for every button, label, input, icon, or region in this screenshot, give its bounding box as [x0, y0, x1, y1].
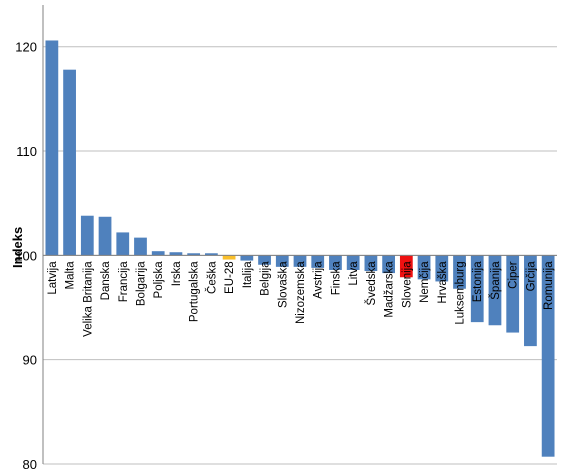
category-label: Hrvaška [437, 261, 449, 304]
category-label: Belgija [260, 261, 272, 296]
bar-latvija [45, 40, 59, 256]
category-label: Romunija [543, 261, 555, 310]
category-label: Litva [348, 261, 360, 286]
category-label: Italija [242, 261, 254, 288]
bar-bolgarija [134, 237, 147, 256]
bar-švedska [364, 255, 378, 272]
y-tick-labels: 80 90 100 110 120 [15, 40, 37, 471]
bar-španija [488, 255, 502, 326]
category-label: Nizozemska [295, 261, 307, 324]
category-label: Danska [100, 261, 112, 301]
bar-nemčija [417, 255, 431, 280]
y-tick-label: 120 [15, 40, 37, 55]
bar-francija [116, 232, 130, 256]
y-axis-title: Indeks [10, 227, 25, 268]
category-label: Malta [65, 261, 77, 290]
bar-avstrija [311, 255, 325, 268]
category-label: Slovaška [277, 261, 289, 308]
bar-češka [204, 253, 218, 256]
category-label: Luksemburg [455, 261, 467, 324]
bar-slovaška [275, 255, 289, 267]
bar-danska [98, 216, 112, 256]
category-label: EU-28 [224, 261, 236, 294]
bars [45, 40, 555, 457]
category-label: Poljska [153, 261, 165, 299]
bar-ciper [506, 255, 520, 333]
category-label: Ciper [508, 261, 520, 289]
bar-poljska [151, 251, 165, 256]
y-tick-label: 80 [23, 457, 37, 471]
bar-luksemburg [453, 255, 466, 289]
category-label: Madžarska [384, 261, 396, 318]
category-label: Bolgarija [135, 261, 147, 306]
category-label: Nemčija [419, 261, 431, 303]
category-label: Velika Britanija [82, 261, 94, 337]
category-label: Češka [205, 261, 218, 294]
bar-slovenija [399, 255, 413, 278]
category-label: Estonija [472, 261, 484, 303]
category-label: Slovenija [401, 261, 413, 308]
category-label: Latvija [47, 261, 59, 295]
bar-hrvaška [435, 255, 449, 282]
category-label: Švedska [365, 261, 378, 306]
y-tick-label: 90 [23, 353, 37, 368]
bar-litva [346, 255, 360, 270]
category-label: Španija [489, 261, 502, 300]
category-label: Portugalska [189, 261, 201, 322]
category-label: Grčija [525, 261, 537, 292]
y-tick-label: 100 [15, 248, 37, 263]
category-label: Finska [330, 261, 342, 295]
bar-velika-britanija [80, 215, 94, 256]
bar-grčija [524, 255, 537, 347]
bar-malta [63, 69, 76, 256]
category-label: Avstrija [313, 261, 325, 299]
bar-madžarska [382, 255, 396, 274]
category-label: Irska [171, 261, 183, 287]
bar-irska [169, 252, 183, 256]
category-labels: Latvija Malta Velika Britanija Danska Franci… [47, 261, 555, 337]
bar-nizozemska [293, 255, 307, 267]
bar-estonija [470, 255, 484, 323]
bar-portugalska [187, 253, 201, 256]
category-label: Francija [118, 261, 130, 303]
bar-belgija [258, 255, 271, 265]
bar-eu-28 [222, 255, 236, 260]
y-tick-label: 110 [16, 144, 37, 159]
bar-romunija [541, 255, 555, 457]
bar-finska [329, 255, 342, 270]
bar-italija [240, 255, 254, 261]
